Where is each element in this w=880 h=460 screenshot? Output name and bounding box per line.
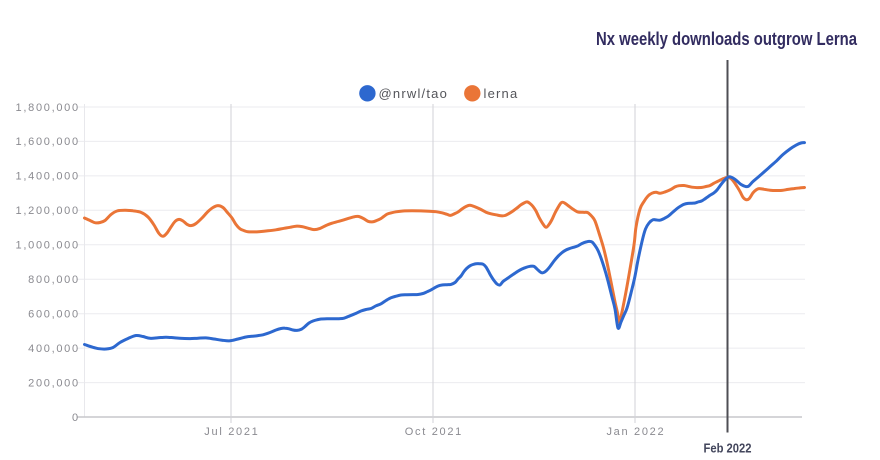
svg-text:200,000: 200,000 [28, 377, 80, 389]
svg-text:0: 0 [72, 412, 80, 424]
svg-text:600,000: 600,000 [28, 309, 80, 321]
svg-text:1,000,000: 1,000,000 [16, 240, 80, 252]
svg-text:lerna: lerna [484, 86, 519, 101]
svg-text:1,600,000: 1,600,000 [16, 136, 80, 148]
svg-text:1,800,000: 1,800,000 [16, 102, 80, 114]
svg-text:Feb 2022: Feb 2022 [704, 442, 752, 456]
svg-text:1,200,000: 1,200,000 [16, 205, 80, 217]
svg-text:Jul 2021: Jul 2021 [204, 426, 259, 438]
svg-text:1,400,000: 1,400,000 [16, 171, 80, 183]
svg-text:Oct 2021: Oct 2021 [405, 426, 463, 438]
svg-text:Nx weekly downloads outgrow Le: Nx weekly downloads outgrow Lerna [596, 29, 858, 49]
svg-text:@nrwl/tao: @nrwl/tao [379, 86, 449, 101]
svg-text:400,000: 400,000 [28, 343, 80, 355]
svg-text:Jan 2022: Jan 2022 [606, 426, 665, 438]
svg-text:800,000: 800,000 [28, 274, 80, 286]
